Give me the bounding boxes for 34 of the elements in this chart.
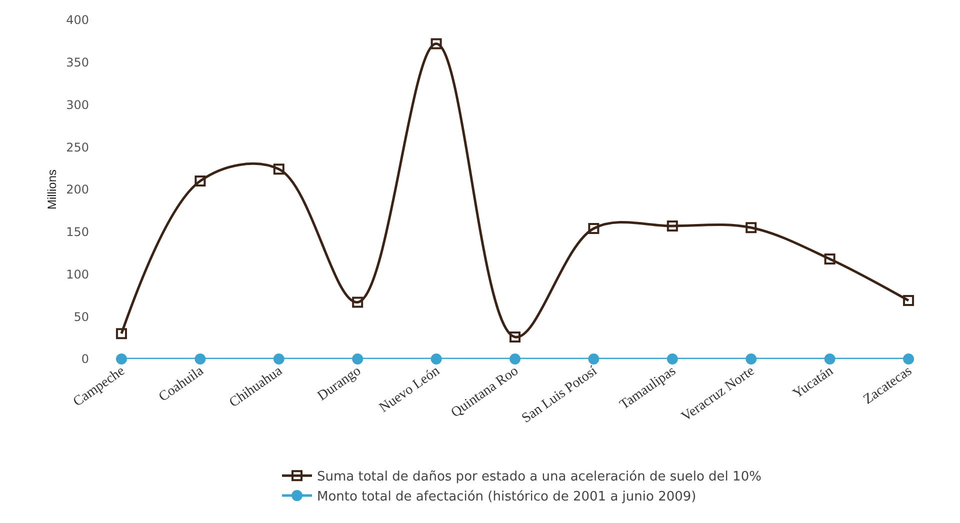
point [588, 222, 600, 234]
point [903, 354, 914, 364]
point [824, 354, 836, 364]
y-tick-label: 350 [66, 56, 89, 70]
point [666, 220, 678, 232]
point [903, 295, 914, 306]
point [510, 354, 520, 364]
point [273, 354, 284, 364]
point [352, 354, 364, 364]
y-tick-label: 400 [66, 13, 89, 28]
legend-label: Suma total de daños por estado a una aceleración de suelo del 10% [317, 470, 762, 485]
point [194, 354, 206, 364]
point [116, 328, 127, 340]
point [273, 164, 284, 175]
y-tick-label: 100 [66, 267, 89, 282]
y-tick-label: 200 [66, 182, 89, 197]
point [352, 296, 364, 308]
point [666, 354, 678, 364]
point [588, 354, 600, 364]
y-tick-label: 50 [74, 310, 89, 324]
y-tick-label: 300 [66, 98, 89, 112]
legend-label: Monto total de afectación (histórico de 2001 a junio 2009) [317, 490, 696, 505]
point [430, 38, 442, 50]
y-tick-label: 250 [66, 140, 89, 154]
point [194, 176, 206, 187]
y-tick-label: 150 [66, 225, 89, 240]
point [510, 331, 520, 342]
point [116, 354, 127, 364]
y-axis-title: Millions [45, 169, 59, 210]
point [430, 354, 442, 364]
point [746, 222, 757, 234]
point [824, 254, 836, 264]
y-tick-label: 0 [81, 352, 89, 366]
point [746, 354, 757, 364]
